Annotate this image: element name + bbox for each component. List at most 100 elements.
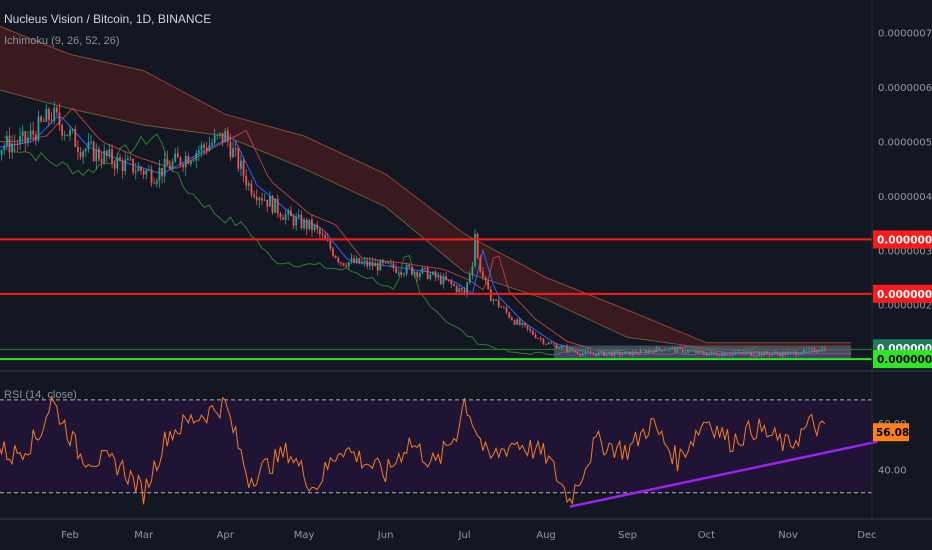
candle-body[interactable] (8, 135, 11, 153)
candle-body[interactable] (458, 288, 461, 292)
candle-body[interactable] (637, 353, 639, 355)
candle-body[interactable] (392, 263, 395, 269)
candle-body[interactable] (113, 163, 116, 169)
candle-body[interactable] (434, 271, 437, 278)
candle-body[interactable] (650, 350, 653, 352)
candle-body[interactable] (171, 161, 174, 170)
candle-body[interactable] (224, 131, 227, 143)
candle-body[interactable] (279, 213, 282, 218)
candle-body[interactable] (721, 353, 724, 356)
candle-body[interactable] (132, 158, 135, 173)
candle-body[interactable] (482, 271, 484, 277)
candle-body[interactable] (521, 323, 524, 325)
candle-body[interactable] (261, 198, 263, 201)
candle-body[interactable] (671, 347, 674, 349)
candle-body[interactable] (766, 351, 768, 354)
candle-body[interactable] (492, 299, 495, 302)
candle-body[interactable] (624, 352, 626, 355)
candle-body[interactable] (503, 307, 505, 309)
candle-body[interactable] (800, 353, 803, 355)
candle-body[interactable] (179, 157, 182, 165)
candle-body[interactable] (471, 266, 474, 275)
candle-body[interactable] (197, 150, 200, 153)
candle-body[interactable] (345, 265, 348, 267)
candle-body[interactable] (79, 151, 82, 157)
candle-body[interactable] (702, 351, 705, 354)
candle-body[interactable] (213, 135, 216, 143)
candle-body[interactable] (610, 352, 613, 356)
candle-body[interactable] (145, 170, 148, 175)
candle-body[interactable] (87, 142, 90, 150)
candle-body[interactable] (187, 156, 190, 164)
candle-body[interactable] (581, 353, 584, 356)
candle-body[interactable] (484, 276, 487, 281)
candle-body[interactable] (124, 159, 127, 172)
candle-body[interactable] (463, 290, 466, 294)
candle-body[interactable] (242, 160, 245, 176)
candle-body[interactable] (666, 349, 668, 351)
candle-body[interactable] (337, 257, 340, 263)
candle-body[interactable] (750, 352, 753, 356)
candle-body[interactable] (531, 330, 534, 335)
candle-body[interactable] (69, 129, 71, 136)
candle-body[interactable] (497, 299, 500, 307)
rsi-trendline[interactable] (569, 440, 878, 508)
candle-body[interactable] (731, 353, 734, 356)
candle-body[interactable] (313, 224, 316, 231)
candle-body[interactable] (416, 272, 419, 277)
candle-body[interactable] (295, 216, 298, 226)
candle-body[interactable] (329, 240, 332, 249)
candle-body[interactable] (234, 148, 237, 149)
candle-body[interactable] (729, 355, 732, 356)
candle-body[interactable] (726, 355, 729, 356)
candle-body[interactable] (11, 143, 14, 153)
candle-body[interactable] (66, 134, 69, 136)
candle-body[interactable] (155, 180, 158, 184)
candle-body[interactable] (513, 320, 516, 325)
candle-body[interactable] (37, 116, 40, 141)
candle-body[interactable] (745, 352, 747, 354)
candle-body[interactable] (487, 280, 490, 290)
candle-body[interactable] (355, 258, 358, 263)
candle-body[interactable] (166, 158, 169, 166)
candle-body[interactable] (684, 352, 687, 353)
candle-body[interactable] (34, 134, 37, 141)
candle-body[interactable] (40, 116, 42, 122)
candle-body[interactable] (668, 347, 671, 350)
candle-body[interactable] (92, 141, 95, 162)
candle-body[interactable] (24, 131, 27, 143)
candle-body[interactable] (358, 258, 361, 264)
rsi-panel[interactable] (0, 394, 878, 508)
candle-body[interactable] (400, 272, 403, 275)
candle-body[interactable] (455, 285, 458, 292)
candle-body[interactable] (697, 350, 700, 353)
candle-body[interactable] (408, 265, 411, 268)
candle-body[interactable] (379, 260, 382, 271)
candle-body[interactable] (723, 353, 726, 356)
candle-body[interactable] (203, 144, 206, 148)
candle-body[interactable] (794, 351, 797, 355)
candle-body[interactable] (137, 166, 140, 172)
candle-body[interactable] (692, 350, 695, 352)
candle-body[interactable] (574, 350, 576, 352)
candle-body[interactable] (174, 153, 177, 162)
candle-body[interactable] (489, 289, 492, 302)
candle-body[interactable] (589, 352, 592, 354)
candle-body[interactable] (134, 171, 137, 173)
candle-body[interactable] (642, 349, 645, 351)
candle-body[interactable] (163, 158, 166, 177)
candle-body[interactable] (98, 148, 100, 160)
candle-body[interactable] (450, 280, 453, 284)
candle-body[interactable] (660, 349, 663, 351)
candle-body[interactable] (253, 194, 255, 197)
candle-body[interactable] (148, 169, 150, 171)
candle-body[interactable] (763, 351, 766, 356)
candle-body[interactable] (5, 135, 8, 147)
candle-body[interactable] (205, 147, 208, 151)
candle-body[interactable] (510, 317, 513, 321)
candle-body[interactable] (384, 261, 387, 263)
candle-body[interactable] (797, 354, 800, 356)
candle-body[interactable] (150, 169, 153, 183)
candle-body[interactable] (403, 273, 405, 275)
